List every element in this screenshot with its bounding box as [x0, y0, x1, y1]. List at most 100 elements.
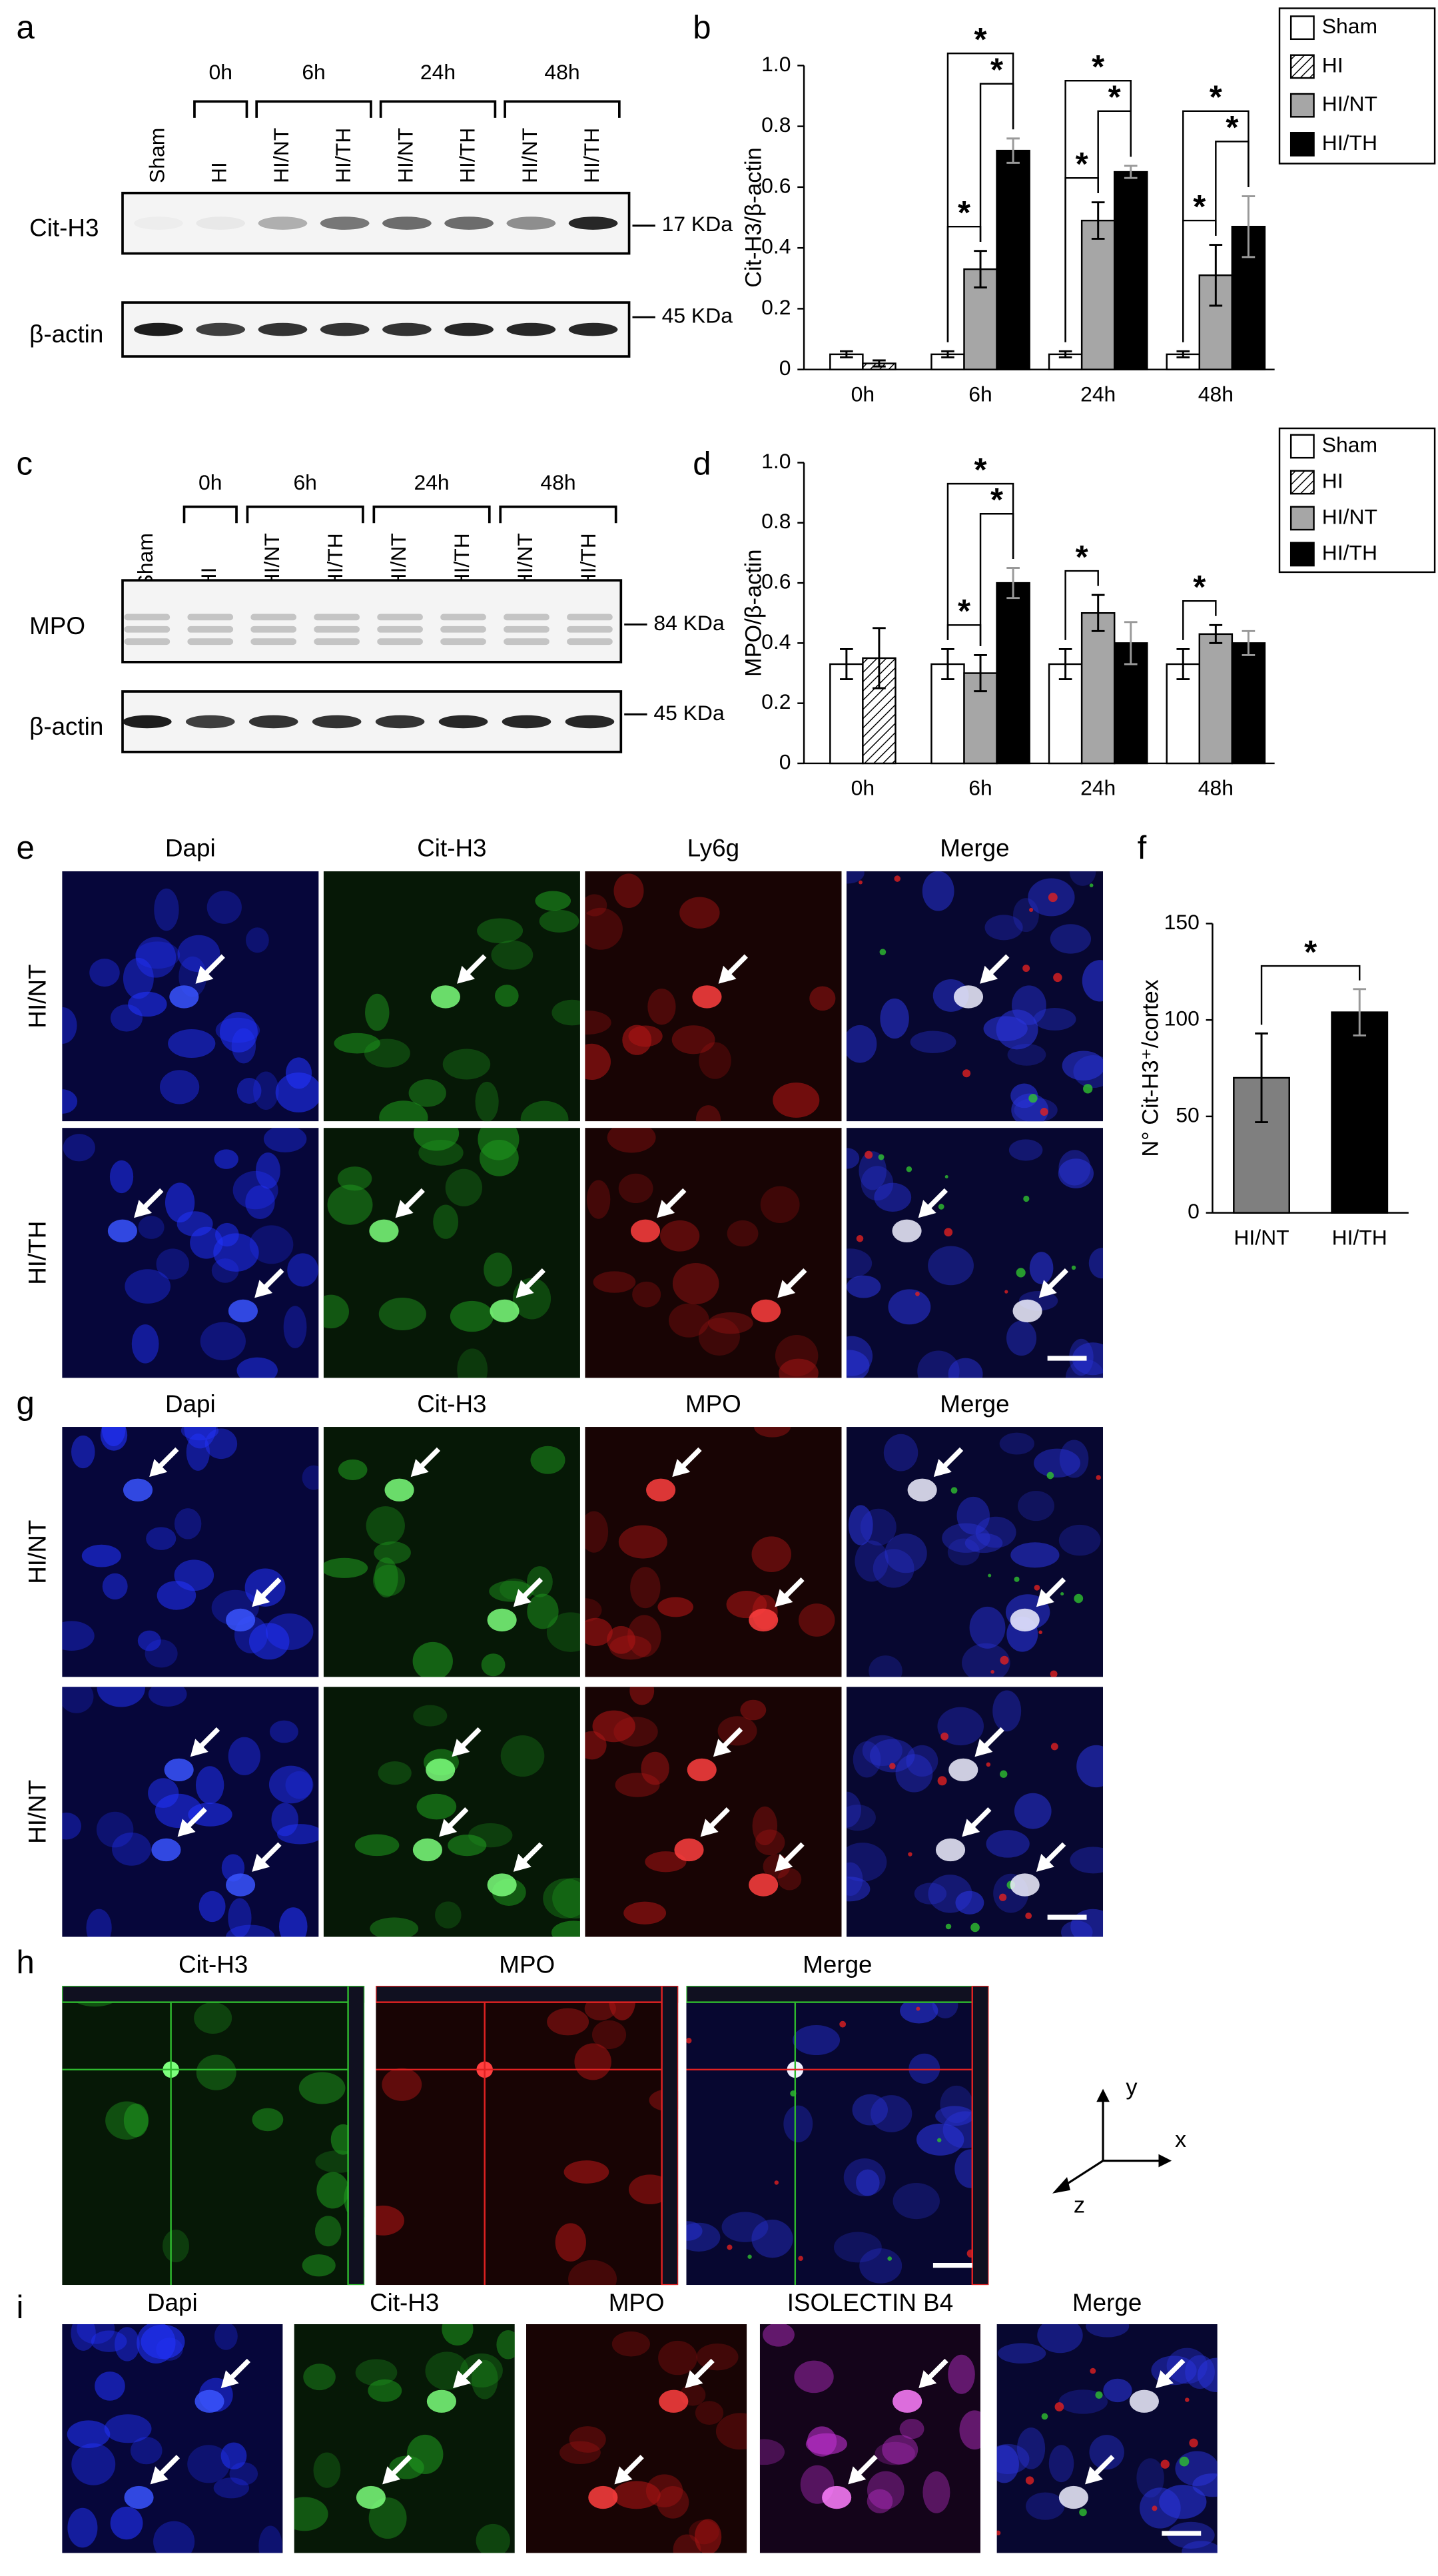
legend-label: HI: [1322, 53, 1343, 77]
speck: [1152, 2505, 1158, 2511]
channel-label: Merge: [940, 1390, 1009, 1418]
blot-band: [250, 626, 297, 633]
cell: [873, 1549, 914, 1588]
cell: [539, 909, 579, 933]
micrograph: [62, 1986, 365, 2286]
panel-label: i: [17, 2290, 24, 2326]
cell: [867, 2489, 893, 2513]
cell: [1185, 2355, 1215, 2389]
blot-band: [567, 638, 613, 645]
micrograph-content: [526, 2324, 747, 2553]
cell: [955, 1891, 984, 1915]
cell: [1086, 2324, 1130, 2338]
arrow-head: [134, 1200, 153, 1218]
cell: [740, 1699, 767, 1721]
cell: [568, 2260, 617, 2286]
arrow-head: [933, 1459, 952, 1478]
cell: [110, 1004, 143, 1032]
error-bar: [1176, 350, 1190, 358]
timepoint-bracket: [379, 100, 497, 118]
significance-bracket: [1215, 141, 1250, 236]
cell: [910, 1031, 956, 1053]
error-bar: [1255, 1032, 1268, 1124]
arrow-head: [452, 1739, 470, 1757]
cell: [67, 2420, 111, 2449]
cell: [374, 1541, 411, 1564]
timepoint-bracket: [255, 100, 372, 118]
arrow-head: [685, 2370, 703, 2389]
cell: [1016, 2427, 1046, 2469]
cell: [585, 1617, 613, 1647]
blot-row-label: Cit-H3: [29, 215, 99, 242]
cell: [559, 2441, 601, 2465]
speck: [1095, 2391, 1103, 2399]
cell: [213, 2477, 249, 2499]
lane-label: HI/TH: [579, 128, 603, 183]
cell: [276, 1824, 319, 1845]
cell: [695, 2401, 724, 2425]
micrograph-background: [846, 1427, 1104, 1677]
channel-label: Dapi: [165, 835, 216, 862]
speck: [894, 875, 900, 882]
error-bar: [1242, 195, 1256, 258]
legend-label: Sham: [1322, 14, 1377, 38]
cell: [109, 1160, 134, 1194]
panel-label: e: [17, 830, 35, 866]
legend-label: HI/NT: [1322, 504, 1377, 528]
cell: [855, 1540, 889, 1582]
ortho-strip: [686, 1986, 989, 2003]
cell: [775, 1335, 819, 1377]
bar: [829, 663, 864, 765]
cell: [374, 1557, 398, 1598]
cell: [91, 2330, 127, 2352]
cell: [555, 2223, 586, 2262]
axis-arrow: [1158, 2154, 1172, 2168]
speck: [936, 2138, 942, 2142]
cell: [476, 2523, 510, 2553]
cell: [935, 2106, 974, 2126]
blot-band: [312, 715, 362, 729]
micrograph: [526, 2324, 747, 2553]
cell: [752, 1806, 778, 1846]
cell: [593, 1271, 636, 1293]
cell: [366, 1506, 405, 1545]
error-bar: [1209, 624, 1223, 644]
bright-cell: [151, 1838, 181, 1862]
cell: [157, 1581, 196, 1610]
micrograph: [62, 1128, 319, 1378]
significance-star: *: [1076, 540, 1089, 576]
blot-band: [506, 216, 556, 230]
cell: [618, 1525, 667, 1559]
cell: [338, 1459, 368, 1480]
x-tick-label: 0h: [851, 382, 875, 406]
cell: [187, 2445, 230, 2483]
blot-band: [134, 216, 183, 230]
cell: [708, 1312, 753, 1334]
row-label: HI/NT: [24, 1520, 51, 1584]
cell: [1012, 985, 1046, 1025]
speck: [962, 1069, 971, 1078]
cell: [906, 1745, 938, 1777]
speck: [1096, 1475, 1101, 1480]
speck: [915, 1292, 920, 1296]
blot-band: [123, 715, 172, 729]
cell: [252, 1071, 279, 1110]
cell: [1014, 1793, 1052, 1829]
speck: [1014, 1576, 1020, 1582]
cell: [983, 1016, 1028, 1042]
row-label: HI/NT: [24, 1780, 51, 1844]
timepoint-label: 0h: [208, 60, 232, 84]
bright-cell: [356, 2485, 386, 2509]
cell: [62, 1687, 94, 1713]
cell: [585, 1010, 611, 1035]
significance-bracket: [946, 52, 1014, 342]
error-bar: [941, 647, 954, 681]
significance-bracket: [946, 482, 1014, 640]
blot-band: [314, 626, 360, 633]
micrograph: [759, 2324, 981, 2553]
legend-label: HI/NT: [1322, 92, 1377, 116]
channel-label: Dapi: [165, 1390, 216, 1418]
speck: [1089, 883, 1094, 887]
cell: [323, 1557, 368, 1578]
cell: [220, 2442, 247, 2470]
